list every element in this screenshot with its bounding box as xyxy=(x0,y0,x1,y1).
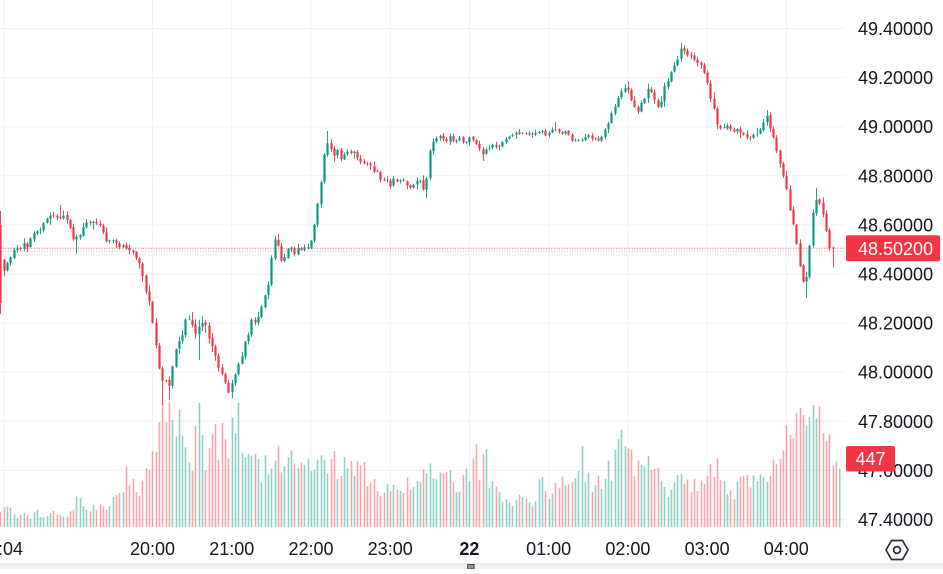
svg-text:49.00000: 49.00000 xyxy=(858,117,933,137)
svg-text:47.80000: 47.80000 xyxy=(858,412,933,432)
svg-text:48.40000: 48.40000 xyxy=(858,265,933,285)
svg-text:48.80000: 48.80000 xyxy=(858,166,933,186)
svg-text:48.60000: 48.60000 xyxy=(858,215,933,235)
svg-text:47.40000: 47.40000 xyxy=(858,510,933,530)
svg-text:48.20000: 48.20000 xyxy=(858,314,933,334)
svg-text:01:00: 01:00 xyxy=(526,539,571,559)
svg-text:22: 22 xyxy=(459,539,479,559)
svg-text:22:00: 22:00 xyxy=(288,539,333,559)
svg-text:48.50200: 48.50200 xyxy=(858,239,933,259)
svg-text:02:00: 02:00 xyxy=(605,539,650,559)
svg-text:49.40000: 49.40000 xyxy=(858,19,933,39)
svg-text:21:00: 21:00 xyxy=(209,539,254,559)
svg-text:03:00: 03:00 xyxy=(685,539,730,559)
svg-text:48.00000: 48.00000 xyxy=(858,363,933,383)
svg-text:447: 447 xyxy=(855,449,885,469)
svg-text::04: :04 xyxy=(0,539,23,559)
svg-text:04:00: 04:00 xyxy=(764,539,809,559)
svg-text:23:00: 23:00 xyxy=(368,539,413,559)
svg-text:49.20000: 49.20000 xyxy=(858,68,933,88)
svg-text:20:00: 20:00 xyxy=(130,539,175,559)
